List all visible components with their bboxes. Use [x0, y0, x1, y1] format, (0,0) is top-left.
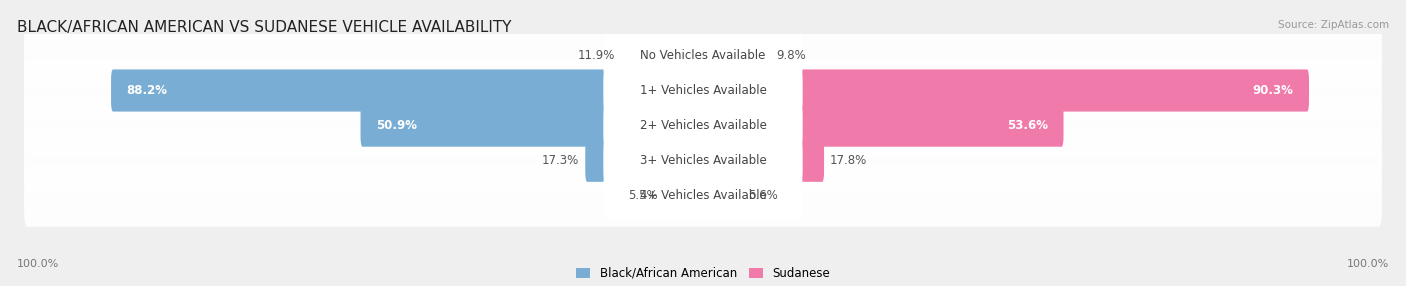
Text: 5.5%: 5.5% [628, 189, 658, 202]
Text: 17.3%: 17.3% [541, 154, 579, 167]
FancyBboxPatch shape [702, 69, 1309, 112]
Text: 11.9%: 11.9% [578, 49, 616, 62]
FancyBboxPatch shape [360, 105, 704, 147]
FancyBboxPatch shape [603, 138, 803, 184]
FancyBboxPatch shape [603, 67, 803, 114]
FancyBboxPatch shape [621, 34, 704, 76]
Text: 100.0%: 100.0% [17, 259, 59, 269]
Text: 90.3%: 90.3% [1253, 84, 1294, 97]
FancyBboxPatch shape [702, 34, 770, 76]
FancyBboxPatch shape [603, 172, 803, 219]
FancyBboxPatch shape [24, 25, 1382, 86]
FancyBboxPatch shape [585, 140, 704, 182]
FancyBboxPatch shape [111, 69, 704, 112]
Text: Source: ZipAtlas.com: Source: ZipAtlas.com [1278, 20, 1389, 30]
Text: 50.9%: 50.9% [375, 119, 418, 132]
FancyBboxPatch shape [702, 175, 742, 217]
Text: No Vehicles Available: No Vehicles Available [640, 49, 766, 62]
FancyBboxPatch shape [603, 102, 803, 149]
Legend: Black/African American, Sudanese: Black/African American, Sudanese [571, 262, 835, 285]
Text: 17.8%: 17.8% [830, 154, 868, 167]
Text: 2+ Vehicles Available: 2+ Vehicles Available [640, 119, 766, 132]
Text: 88.2%: 88.2% [127, 84, 167, 97]
Text: 53.6%: 53.6% [1007, 119, 1047, 132]
FancyBboxPatch shape [664, 175, 704, 217]
Text: BLACK/AFRICAN AMERICAN VS SUDANESE VEHICLE AVAILABILITY: BLACK/AFRICAN AMERICAN VS SUDANESE VEHIC… [17, 20, 512, 35]
Text: 1+ Vehicles Available: 1+ Vehicles Available [640, 84, 766, 97]
FancyBboxPatch shape [24, 165, 1382, 227]
FancyBboxPatch shape [24, 59, 1382, 122]
FancyBboxPatch shape [603, 32, 803, 79]
FancyBboxPatch shape [24, 130, 1382, 192]
Text: 5.6%: 5.6% [748, 189, 779, 202]
FancyBboxPatch shape [702, 105, 1063, 147]
Text: 3+ Vehicles Available: 3+ Vehicles Available [640, 154, 766, 167]
Text: 9.8%: 9.8% [776, 49, 806, 62]
Text: 100.0%: 100.0% [1347, 259, 1389, 269]
Text: 4+ Vehicles Available: 4+ Vehicles Available [640, 189, 766, 202]
FancyBboxPatch shape [24, 95, 1382, 156]
FancyBboxPatch shape [702, 140, 824, 182]
